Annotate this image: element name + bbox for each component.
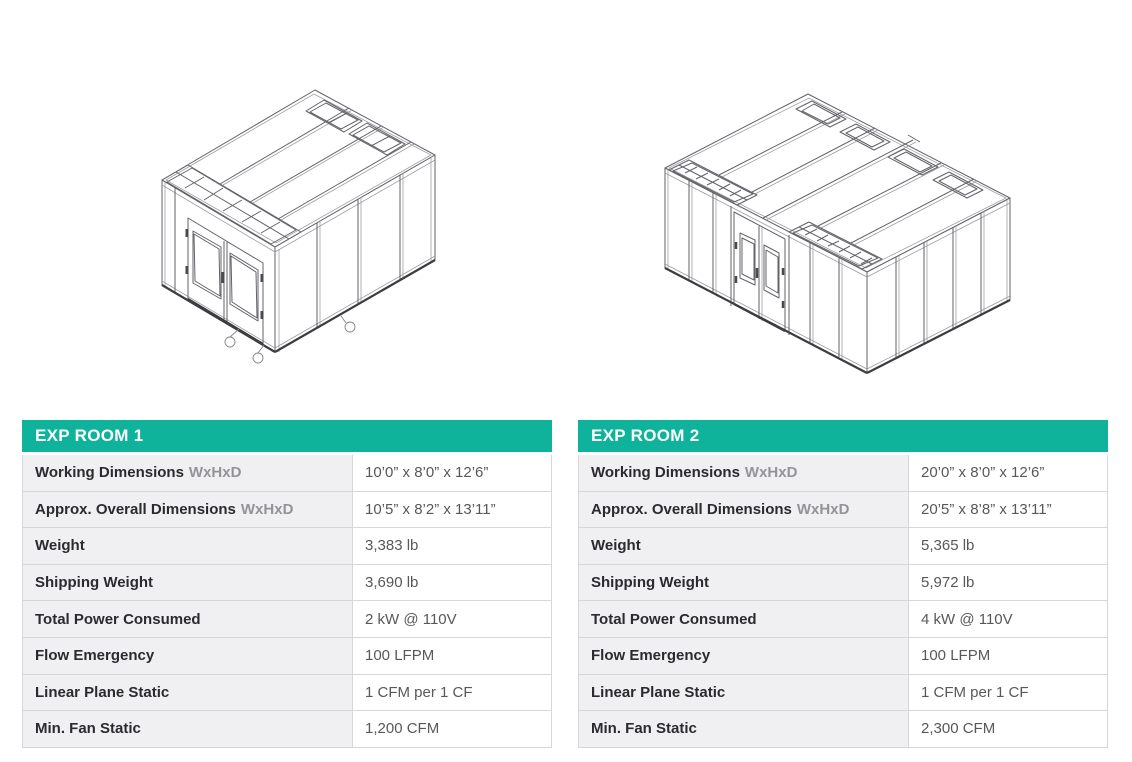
table-row: Flow Emergency 100 LFPM [579, 637, 1107, 675]
row-value: 20’5” x 8’8” x 13’11” [908, 491, 1107, 528]
table-row: Total Power Consumed 2 kW @ 110V [23, 601, 551, 638]
table-row: Weight 5,365 lb [579, 528, 1107, 565]
row-label: Shipping Weight [35, 574, 154, 592]
row-value: 5,972 lb [908, 564, 1107, 601]
row-value: 3,383 lb [352, 528, 551, 564]
table-row: Working Dimensions WxHxD 10’0” x 8’0” x 1… [23, 455, 551, 492]
table-row: Weight 3,383 lb [23, 528, 551, 565]
row-label: Weight [35, 537, 85, 555]
row-label-suffix: WxHxD [188, 464, 242, 482]
table-header: EXP ROOM 1 [22, 420, 552, 452]
table-row: Total Power Consumed 4 kW @ 110V [579, 601, 1107, 638]
row-label: Total Power Consumed [35, 610, 201, 628]
row-value: 5,365 lb [908, 528, 1107, 564]
row-label: Total Power Consumed [591, 610, 757, 628]
row-label: Working Dimensions [591, 464, 740, 482]
table-body: Working Dimensions WxHxD 10’0” x 8’0” x 1… [22, 455, 552, 748]
row-value: 100 LFPM [908, 637, 1107, 674]
row-label: Min. Fan Static [591, 720, 697, 738]
row-value: 10’5” x 8’2” x 13’11” [352, 491, 551, 528]
table-row: Flow Emergency 100 LFPM [23, 637, 551, 675]
row-value: 2 kW @ 110V [352, 601, 551, 637]
row-label: Min. Fan Static [35, 720, 141, 738]
table-row: Shipping Weight 3,690 lb [23, 564, 551, 602]
row-label: Weight [591, 537, 641, 555]
table-row: Approx. Overall Dimensions WxHxD 10’5” x … [23, 491, 551, 529]
table-row: Linear Plane Static 1 CFM per 1 CF [579, 674, 1107, 712]
table-row: Shipping Weight 5,972 lb [579, 564, 1107, 602]
row-value: 1 CFM per 1 CF [908, 674, 1107, 711]
row-value: 20’0” x 8’0” x 12’6” [908, 455, 1107, 491]
row-label: Linear Plane Static [591, 683, 726, 701]
row-value: 4 kW @ 110V [908, 601, 1107, 637]
row-value: 10’0” x 8’0” x 12’6” [352, 455, 551, 491]
row-value: 1 CFM per 1 CF [352, 674, 551, 711]
row-label: Approx. Overall Dimensions [35, 500, 236, 518]
table-header: EXP ROOM 2 [578, 420, 1108, 452]
row-label: Flow Emergency [35, 647, 155, 665]
table-row: Working Dimensions WxHxD 20’0” x 8’0” x 1… [579, 455, 1107, 492]
table-row: Min. Fan Static 2,300 CFM [579, 711, 1107, 747]
row-label-suffix: WxHxD [744, 464, 798, 482]
row-label: Approx. Overall Dimensions [591, 500, 792, 518]
table-row: Linear Plane Static 1 CFM per 1 CF [23, 674, 551, 712]
row-label: Flow Emergency [591, 647, 711, 665]
row-value: 3,690 lb [352, 564, 551, 601]
exp-room-2-isometric-svg [664, 93, 1011, 374]
row-value: 2,300 CFM [908, 711, 1107, 747]
row-label: Shipping Weight [591, 574, 710, 592]
row-value: 100 LFPM [352, 637, 551, 674]
exp-room-1-spec-table: EXP ROOM 1 Working Dimensions WxHxD 10’0”… [22, 420, 552, 748]
table-body: Working Dimensions WxHxD 20’0” x 8’0” x 1… [578, 455, 1108, 748]
row-label-suffix: WxHxD [796, 500, 850, 518]
row-label: Linear Plane Static [35, 683, 170, 701]
exp-room-2-drawing [600, 52, 1030, 382]
row-label-suffix: WxHxD [240, 500, 294, 518]
exp-room-2-spec-table: EXP ROOM 2 Working Dimensions WxHxD 20’0”… [578, 420, 1108, 748]
row-value: 1,200 CFM [352, 711, 551, 747]
row-label: Working Dimensions [35, 464, 184, 482]
exp-room-1-drawing [86, 48, 466, 378]
exp-room-1-isometric-svg [161, 89, 436, 364]
table-row: Min. Fan Static 1,200 CFM [23, 711, 551, 747]
table-row: Approx. Overall Dimensions WxHxD 20’5” x … [579, 491, 1107, 529]
